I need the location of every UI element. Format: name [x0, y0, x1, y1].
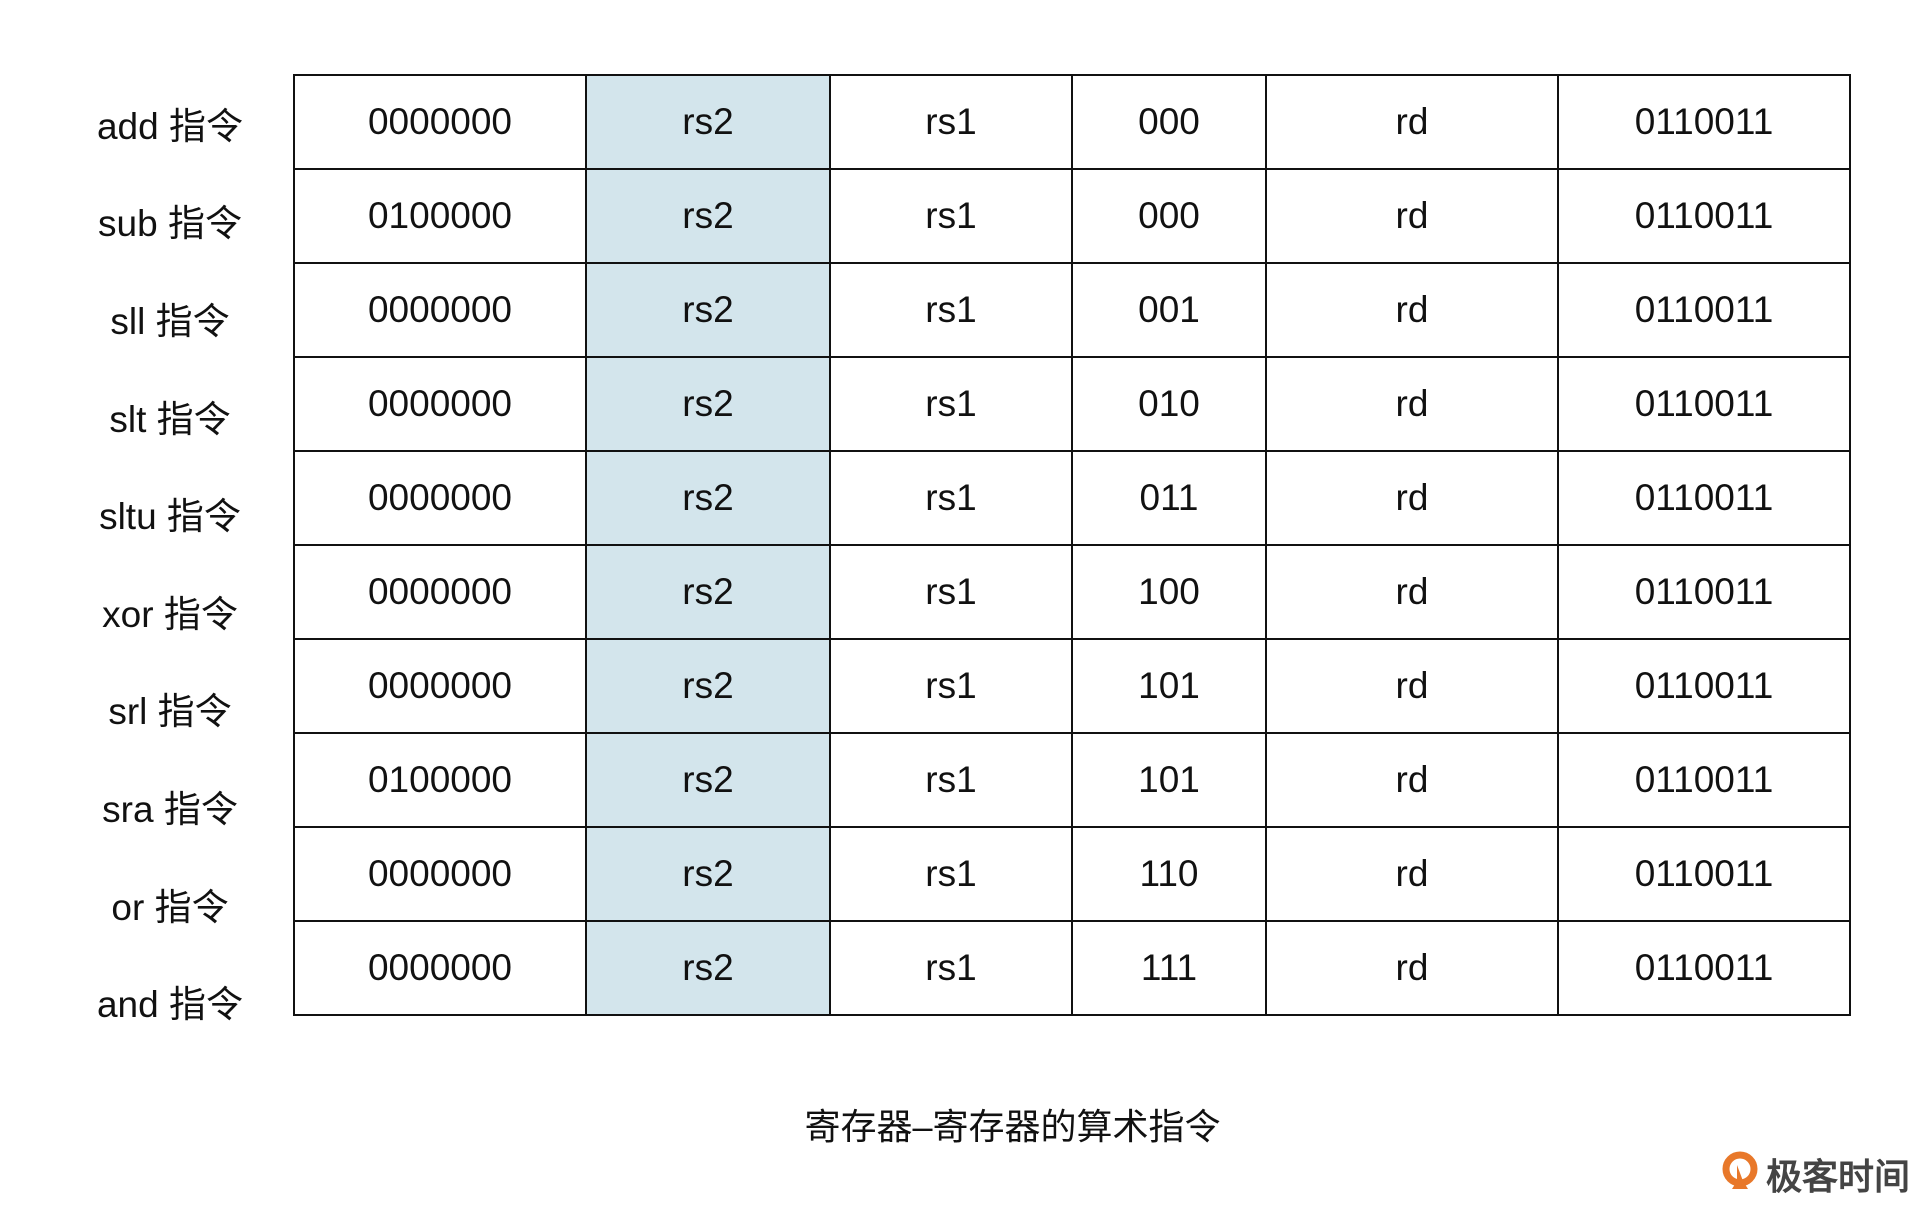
field-cell: rs2: [585, 732, 831, 828]
field-cell: 100: [1071, 544, 1267, 640]
row-label: and 指令: [96, 984, 243, 1026]
field-cell: rs1: [829, 168, 1073, 264]
field-cell: 0110011: [1557, 638, 1851, 734]
field-cell: 0000000: [293, 356, 587, 452]
logo: 极客时间: [1720, 1148, 1910, 1200]
field-cell: rs2: [585, 920, 831, 1016]
field-cell: rd: [1265, 262, 1559, 358]
field-cell: rd: [1265, 544, 1559, 640]
row-label: sub 指令: [98, 203, 242, 245]
field-cell: rd: [1265, 74, 1559, 170]
field-cell: rs2: [585, 168, 831, 264]
row-label: slt 指令: [109, 398, 231, 440]
row-label: sltu 指令: [99, 496, 241, 538]
row-label: sra 指令: [102, 788, 238, 830]
field-cell: 0110011: [1557, 732, 1851, 828]
field-cell: rs2: [585, 262, 831, 358]
field-cell: rd: [1265, 638, 1559, 734]
field-cell: 110: [1071, 826, 1267, 922]
logo-text: 极客时间: [1766, 1156, 1911, 1197]
field-cell: 0110011: [1557, 356, 1851, 452]
field-cell: rs2: [585, 826, 831, 922]
field-cell: rs1: [829, 732, 1073, 828]
field-cell: 0110011: [1557, 262, 1851, 358]
field-cell: 101: [1071, 638, 1267, 734]
geektime-logo-icon: [1722, 1151, 1758, 1189]
field-cell: 101: [1071, 732, 1267, 828]
field-cell: rs2: [585, 544, 831, 640]
field-cell: 0110011: [1557, 920, 1851, 1016]
field-cell: 0000000: [293, 638, 587, 734]
field-cell: rs1: [829, 544, 1073, 640]
field-cell: rs2: [585, 450, 831, 546]
field-cell: 0110011: [1557, 74, 1851, 170]
field-cell: rs2: [585, 638, 831, 734]
field-cell: 0000000: [293, 826, 587, 922]
field-cell: rs2: [585, 356, 831, 452]
field-cell: rs1: [829, 74, 1073, 170]
field-cell: 0110011: [1557, 544, 1851, 640]
field-cell: rs2: [585, 74, 831, 170]
field-cell: 011: [1071, 450, 1267, 546]
caption: 寄存器–寄存器的算术指令: [804, 1106, 1221, 1147]
field-cell: 0000000: [293, 920, 587, 1016]
field-cell: rd: [1265, 920, 1559, 1016]
field-cell: 0000000: [293, 262, 587, 358]
field-cell: rd: [1265, 168, 1559, 264]
field-cell: 0000000: [293, 450, 587, 546]
row-label: xor 指令: [102, 593, 238, 635]
field-cell: 001: [1071, 262, 1267, 358]
field-cell: rd: [1265, 356, 1559, 452]
row-label: srl 指令: [108, 691, 232, 733]
field-cell: 010: [1071, 356, 1267, 452]
field-cell: rs1: [829, 356, 1073, 452]
field-cell: rs1: [829, 450, 1073, 546]
field-cell: 0000000: [293, 544, 587, 640]
field-cell: 111: [1071, 920, 1267, 1016]
field-cell: rd: [1265, 732, 1559, 828]
row-label: or 指令: [111, 886, 229, 928]
field-cell: 000: [1071, 74, 1267, 170]
instruction-labels: add 指令 sub 指令 sll 指令 slt 指令 sltu 指令 xor 指令 srl…: [60, 74, 280, 1050]
field-cell: 000: [1071, 168, 1267, 264]
field-cell: rs1: [829, 262, 1073, 358]
field-cell: 0110011: [1557, 450, 1851, 546]
field-cell: rd: [1265, 450, 1559, 546]
field-cell: 0000000: [293, 74, 587, 170]
field-cell: 0100000: [293, 732, 587, 828]
field-cell: rs1: [829, 920, 1073, 1016]
row-label: add 指令: [96, 105, 243, 147]
row-label: sll 指令: [110, 300, 230, 342]
field-cell: 0110011: [1557, 826, 1851, 922]
field-cell: 0100000: [293, 168, 587, 264]
field-cell: rd: [1265, 826, 1559, 922]
field-cell: rs1: [829, 826, 1073, 922]
field-cell: 0110011: [1557, 168, 1851, 264]
field-cell: rs1: [829, 638, 1073, 734]
